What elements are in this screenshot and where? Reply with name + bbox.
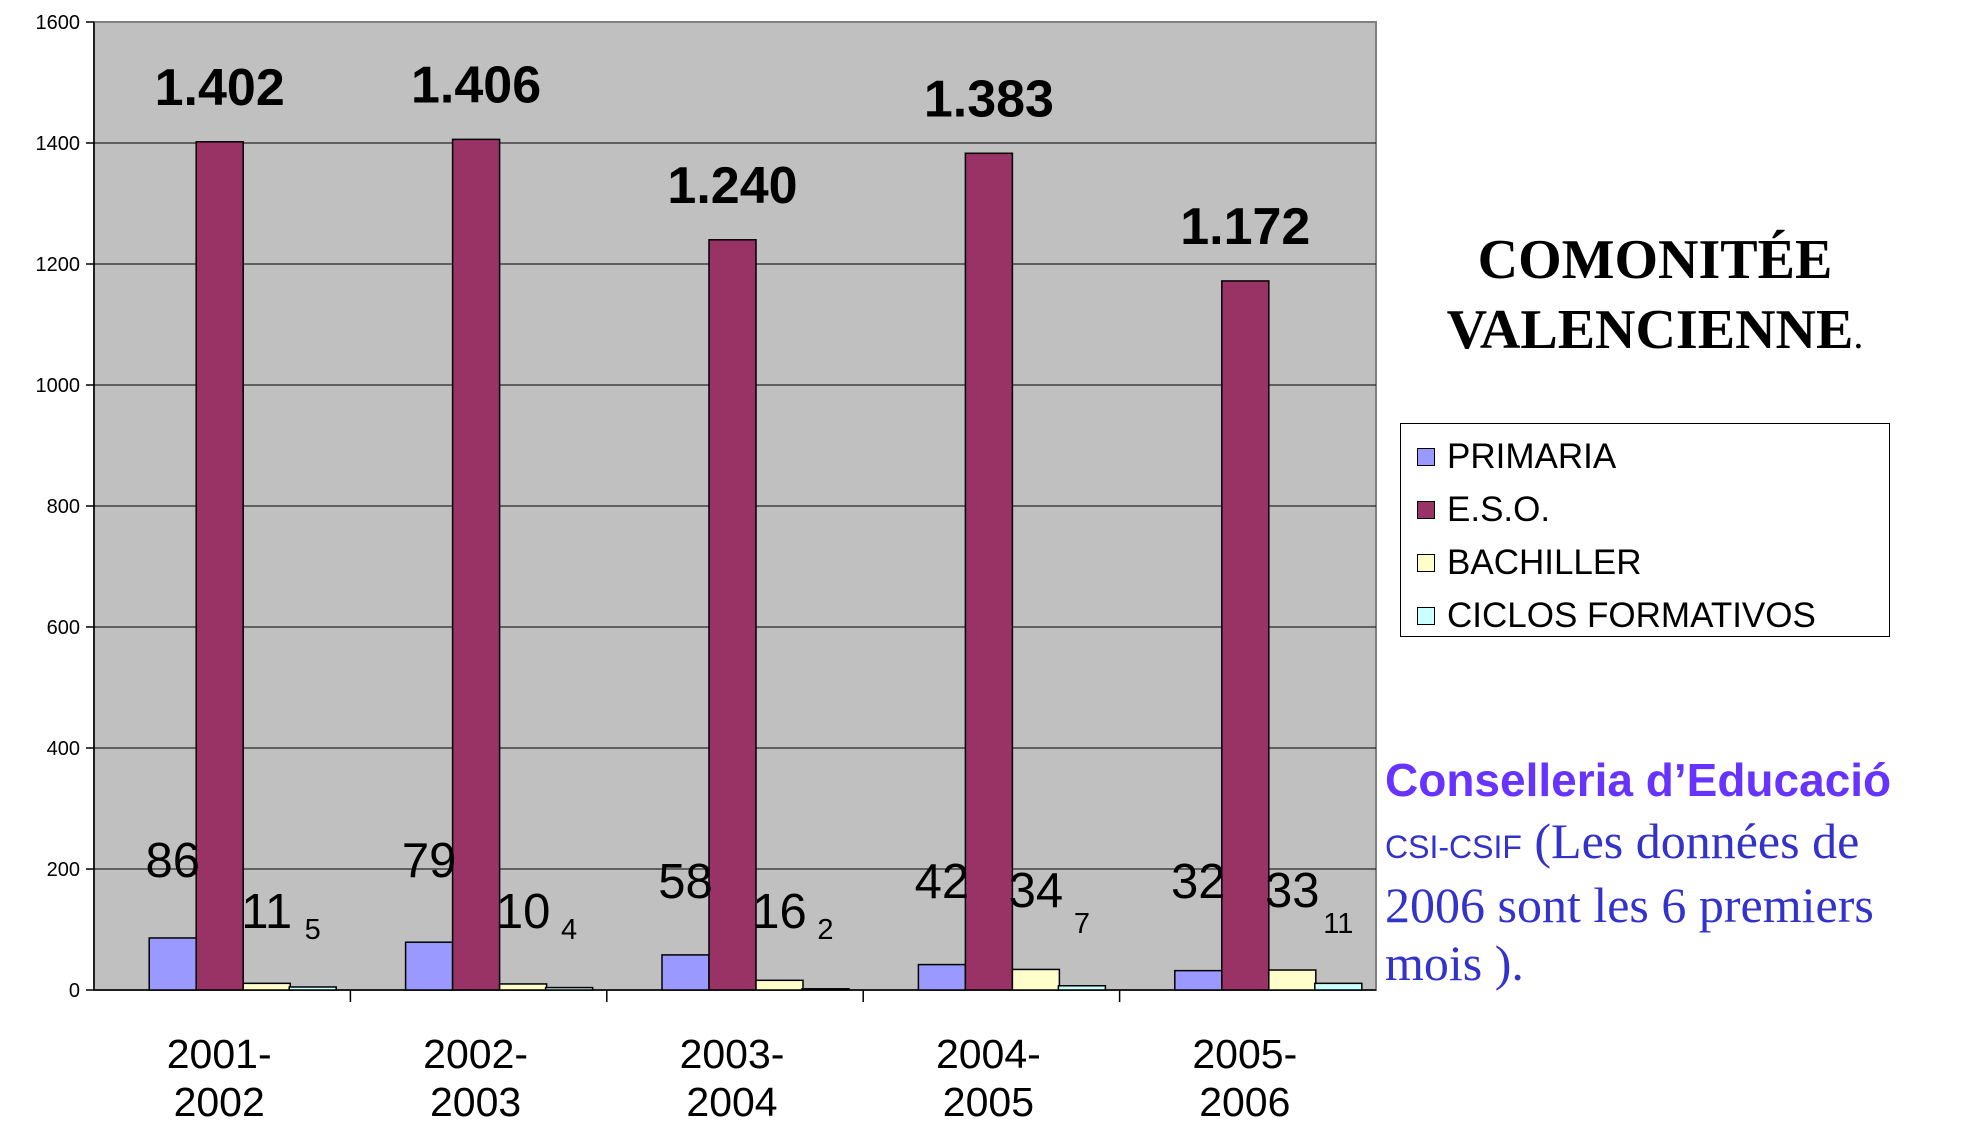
bar-bachiller xyxy=(755,979,804,991)
x-tick-label: 2004- xyxy=(936,1031,1041,1077)
data-label-eso: 1.172 xyxy=(1180,198,1310,256)
bar-bachiller xyxy=(498,983,548,991)
data-label-bachiller: 16 xyxy=(752,885,807,939)
legend-label-eso: E.S.O. xyxy=(1447,489,1551,529)
bar-primaria xyxy=(404,941,454,991)
legend-item-eso: E.S.O. xyxy=(1401,483,1889,536)
title-line-1: COMONITÉE xyxy=(1477,229,1833,291)
x-tick-label: 2002- xyxy=(423,1031,528,1077)
y-tick-label: 1600 xyxy=(36,12,81,34)
data-label-eso: 1.240 xyxy=(667,157,797,215)
legend-item-ciclos: CICLOS FORMATIVOS xyxy=(1401,589,1889,642)
y-tick-label: 800 xyxy=(47,496,80,518)
bar-chart: 0 200 400 600 800 1000 1200 1400 1600 1.402 86 11 5… xyxy=(36,12,1377,1125)
data-label-bachiller: 33 xyxy=(1265,864,1320,918)
bar-eso xyxy=(195,141,244,991)
data-label-ciclos: 7 xyxy=(1074,908,1090,940)
bar-primaria xyxy=(148,937,197,991)
data-label-ciclos: 11 xyxy=(1323,908,1353,940)
legend-label-ciclos: CICLOS FORMATIVOS xyxy=(1447,595,1816,635)
y-tick-label: 1400 xyxy=(36,133,81,155)
y-axis-ticks: 0 200 400 600 800 1000 1200 1400 1600 xyxy=(36,12,1376,1002)
bar-primaria xyxy=(917,963,967,991)
bar-primaria xyxy=(661,954,710,991)
source-note-text: (Les données de 2006 sont les 6 premiers… xyxy=(1385,813,1874,991)
data-label-eso: 1.406 xyxy=(411,56,541,114)
x-tick-label: 2002 xyxy=(174,1079,265,1125)
data-label-eso: 1.383 xyxy=(924,70,1054,128)
data-label-ciclos: 5 xyxy=(305,914,321,946)
bar-ciclos xyxy=(1057,985,1107,991)
y-tick-label: 600 xyxy=(47,617,80,639)
x-tick-label: 2005 xyxy=(943,1079,1034,1125)
data-label-primaria: 32 xyxy=(1171,855,1226,909)
data-label-primaria: 42 xyxy=(915,855,970,909)
source-ministry: Conselleria d’Educació xyxy=(1385,754,1892,806)
legend-swatch-ciclos xyxy=(1417,606,1435,625)
legend-label-bachiller: BACHILLER xyxy=(1447,542,1642,582)
data-label-ciclos: 2 xyxy=(817,914,833,946)
data-label-eso: 1.402 xyxy=(155,59,285,117)
y-tick-label: 400 xyxy=(47,738,80,760)
x-tick-label: 2001- xyxy=(167,1031,272,1077)
chart-title: COMONITÉE VALENCIENNE. xyxy=(1400,225,1910,370)
y-tick-label: 200 xyxy=(47,859,80,881)
bar-bachiller xyxy=(1011,968,1061,991)
data-label-primaria: 79 xyxy=(402,834,457,888)
data-label-bachiller: 34 xyxy=(1009,864,1064,918)
bars xyxy=(148,138,1363,991)
legend: PRIMARIA E.S.O. BACHILLER CICLOS FORMATI… xyxy=(1400,423,1890,637)
source-org: CSI-CSIF xyxy=(1385,829,1522,865)
legend-item-primaria: PRIMARIA xyxy=(1401,430,1889,483)
source-note: Conselleria d’Educació CSI-CSIF (Les don… xyxy=(1385,748,1971,992)
bar-eso xyxy=(964,152,1014,991)
bar-ciclos xyxy=(801,988,850,991)
x-axis-ticks: 2001-2002 2002-2003 2003-2004 2004-2005 2005… xyxy=(167,990,1297,1125)
legend-swatch-eso xyxy=(1417,500,1435,519)
data-labels: 1.402 86 11 5 1.406 79 10 4 1.240 58 16 2 1.383 42 34 7… xyxy=(145,56,1353,946)
x-tick-label: 2004 xyxy=(686,1079,777,1125)
x-tick-label: 2003- xyxy=(680,1031,785,1077)
legend-swatch-bachiller xyxy=(1417,553,1435,572)
x-tick-label: 2006 xyxy=(1199,1079,1290,1125)
source-detail: CSI-CSIF (Les données de 2006 sont les 6… xyxy=(1385,812,1971,992)
y-tick-label: 1000 xyxy=(36,375,81,397)
bar-primaria xyxy=(1174,969,1223,991)
data-label-bachiller: 10 xyxy=(496,885,551,939)
bar-ciclos xyxy=(1314,982,1363,991)
legend-swatch-primaria xyxy=(1417,447,1435,466)
data-label-primaria: 86 xyxy=(145,834,200,888)
legend-label-primaria: PRIMARIA xyxy=(1447,436,1617,476)
bar-ciclos xyxy=(544,986,594,991)
bar-bachiller xyxy=(242,982,291,991)
data-label-ciclos: 4 xyxy=(561,914,577,946)
legend-item-bachiller: BACHILLER xyxy=(1401,536,1889,589)
y-tick-label: 1200 xyxy=(36,254,81,276)
y-tick-label: 0 xyxy=(69,980,80,1002)
data-label-bachiller: 11 xyxy=(241,885,292,939)
bar-eso xyxy=(1221,280,1270,991)
x-tick-label: 2005- xyxy=(1192,1031,1297,1077)
bar-eso xyxy=(451,138,501,991)
title-punct: . xyxy=(1853,312,1864,357)
title-line-2-text: VALENCIENNE xyxy=(1446,299,1854,361)
bar-eso xyxy=(708,239,757,991)
title-line-2: VALENCIENNE. xyxy=(1400,295,1910,370)
bar-bachiller xyxy=(1268,969,1317,991)
bar-ciclos xyxy=(288,986,337,991)
x-tick-label: 2003 xyxy=(430,1079,521,1125)
data-label-primaria: 58 xyxy=(658,855,713,909)
